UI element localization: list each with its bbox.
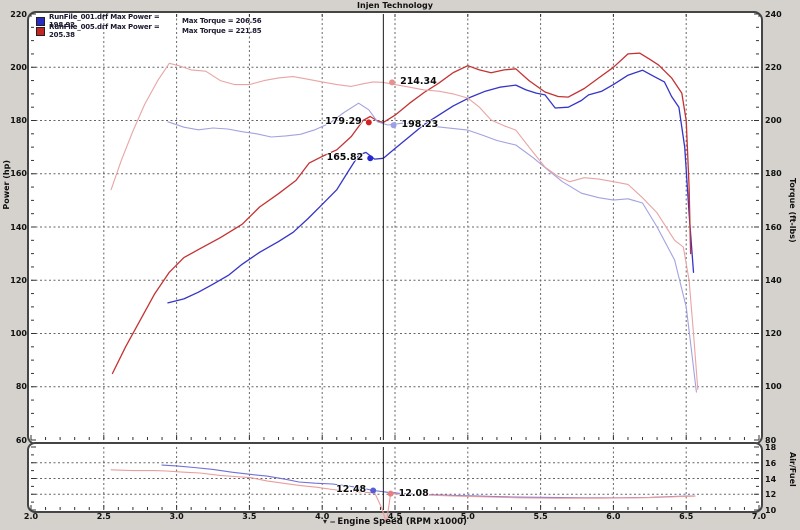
- curve-power_005: [111, 52, 692, 375]
- rpm-tick-label: 3.0: [169, 512, 184, 521]
- torque-tick-label: 200: [765, 116, 782, 125]
- rpm-axis-title: ▾ ‒ Engine Speed (RPM x1000): [323, 517, 467, 527]
- rpm-tick-label: 3.5: [242, 512, 257, 521]
- power-tick-label: 160: [10, 169, 27, 179]
- cursor-marker-afr-12.48: [370, 487, 377, 494]
- afr-tick-label: 18: [765, 443, 777, 452]
- curve-power_001: [167, 69, 695, 304]
- torque-tick-label: 80: [765, 435, 777, 445]
- curve-torque_005: [110, 62, 699, 390]
- power-tick-label: 180: [10, 116, 27, 125]
- run005-color-swatch-icon: [36, 26, 45, 36]
- rpm-tick-label: 6.0: [606, 512, 621, 521]
- afr-tick-label: 14: [765, 474, 777, 484]
- run001-max-torque-label: Max Torque = 206.56: [182, 17, 262, 25]
- dropdown-arrow-icon[interactable]: ▾ ‒: [323, 517, 336, 526]
- torque-tick-label: 100: [765, 382, 782, 392]
- cursor-marker-power-165.82: [367, 155, 374, 162]
- rpm-tick-label: 6.5: [679, 512, 694, 521]
- cursor-marker-power-179.29: [365, 119, 372, 126]
- power-tick-label: 80: [15, 382, 27, 392]
- cursor-readout-198.23: 198.23: [401, 119, 439, 131]
- power-tick-label: 200: [10, 62, 27, 72]
- torque-tick-label: 240: [765, 9, 782, 19]
- afr-tick-label: 12: [765, 490, 777, 500]
- torque-tick-label: 180: [765, 169, 782, 179]
- chart-title: Injen Technology: [357, 1, 433, 10]
- power-tick-label: 120: [10, 275, 27, 285]
- run005-max-power-label: RunFile_005.drf Max Power = 205.38: [49, 23, 160, 39]
- rpm-tick-label: 4.5: [387, 512, 403, 521]
- run001-color-swatch-icon: [36, 16, 45, 26]
- legend-row-run005[interactable]: RunFile_005.drf Max Power = 205.38 Max T…: [36, 23, 262, 39]
- power-tick-label: 100: [10, 329, 27, 338]
- rpm-tick-label: 2.5: [96, 512, 111, 521]
- torque-tick-label: 140: [765, 275, 782, 285]
- rpm-tick-label: 4.0: [315, 512, 330, 521]
- power-tick-label: 140: [10, 222, 27, 232]
- rpm-tick-label: 2.0: [23, 512, 39, 521]
- rpm-tick-label: 7.0: [751, 512, 767, 521]
- legend: RunFile_001.drf Max Power = 198.92 Max T…: [36, 13, 262, 39]
- torque-axis-title: Torque (ft-lbs): [788, 178, 797, 243]
- cursor-readout-165.82: 165.82: [326, 152, 364, 164]
- curve-afr_005: [110, 469, 696, 524]
- cursor-readout-214.34: 214.34: [400, 76, 437, 88]
- power-tick-label: 220: [10, 9, 27, 19]
- afr-tick-label: 10: [765, 506, 777, 515]
- rpm-tick-label: 5.0: [460, 512, 475, 521]
- cursor-marker-torque-198.23: [390, 122, 397, 129]
- power-axis-title: Power (hp): [2, 160, 11, 210]
- run001-max-power-label: RunFile_001.drf Max Power = 198.92: [49, 13, 160, 29]
- cursor-readout-12.08: 12.08: [398, 487, 429, 499]
- afr-tick-label: 16: [765, 458, 777, 468]
- curve-torque_001: [167, 102, 697, 393]
- cursor-readout-179.29: 179.29: [325, 116, 362, 128]
- torque-tick-label: 160: [765, 222, 782, 232]
- cursor-readout-12.48: 12.48: [336, 484, 367, 496]
- afr-axis-title: Air/Fuel: [788, 452, 797, 487]
- rpm-tick-label: 5.5: [533, 512, 548, 521]
- legend-row-run001[interactable]: RunFile_001.drf Max Power = 198.92 Max T…: [36, 13, 262, 29]
- torque-tick-label: 220: [765, 62, 782, 72]
- torque-tick-label: 120: [765, 329, 782, 338]
- power-tick-label: 60: [15, 435, 27, 445]
- cursor-marker-afr-12.08: [387, 490, 394, 497]
- run005-max-torque-label: Max Torque = 221.85: [182, 27, 262, 35]
- cursor-marker-torque-214.34: [389, 79, 396, 86]
